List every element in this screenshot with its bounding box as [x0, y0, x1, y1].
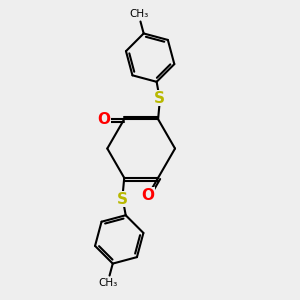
Text: O: O	[97, 112, 110, 127]
Text: O: O	[141, 188, 154, 203]
Text: S: S	[117, 192, 128, 207]
Text: CH₃: CH₃	[98, 278, 117, 288]
Text: CH₃: CH₃	[129, 9, 148, 20]
Text: S: S	[154, 91, 165, 106]
